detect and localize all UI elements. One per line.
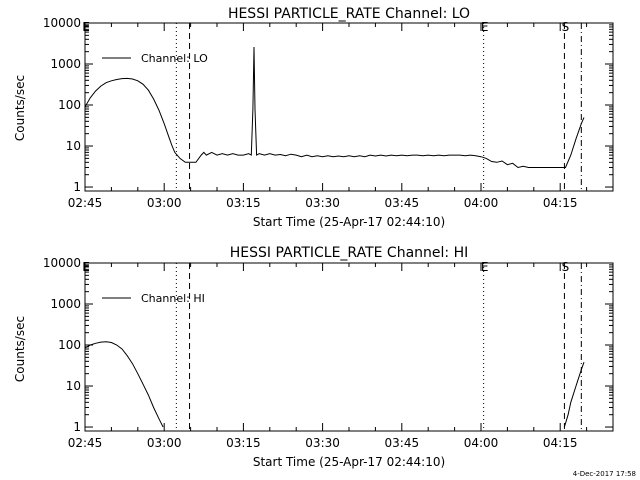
y-tick-label: 1000 (50, 297, 81, 311)
channel-hi-panel: HESSI PARTICLE_RATE Channel: HI Counts/s… (13, 245, 614, 469)
x-tick-label: 03:15 (226, 196, 261, 210)
event-marker-label: S (562, 20, 570, 34)
plot-frame (84, 262, 614, 432)
legend-label: Channel: HI (141, 292, 205, 305)
plot-area: 1 10 100 1000 10000 02:45 03:00 03:15 03:30 03:45… (43, 16, 614, 210)
series-line (563, 362, 585, 428)
x-axis-label: Start Time (25-Apr-17 02:44:10) (253, 215, 445, 229)
x-tick-label: 03:30 (305, 436, 340, 450)
y-tick-label: 1 (73, 420, 81, 434)
y-tick-label: 10000 (43, 16, 81, 30)
x-tick-label: 02:45 (68, 196, 103, 210)
legend-label: Channel: LO (141, 52, 208, 65)
x-tick-label: 04:15 (543, 436, 578, 450)
event-marker-label: S (562, 260, 570, 274)
event-marker-label: E (481, 260, 489, 274)
y-axis-label: Counts/sec (13, 316, 27, 382)
channel-lo-panel: HESSI PARTICLE_RATE Channel: LO Counts/s… (13, 6, 614, 229)
x-tick-label: 03:45 (385, 196, 420, 210)
x-tick-label: 03:00 (147, 436, 182, 450)
x-tick-label: 03:45 (385, 436, 420, 450)
x-tick-label: 02:45 (68, 436, 103, 450)
x-axis-label: Start Time (25-Apr-17 02:44:10) (253, 455, 445, 469)
series-line (84, 341, 164, 428)
x-tick-label: 03:15 (226, 436, 261, 450)
x-tick-label: 04:15 (543, 196, 578, 210)
footer-timestamp: 4-Dec-2017 17:58 (573, 470, 636, 478)
series-line (84, 46, 585, 169)
y-tick-label: 100 (58, 338, 81, 352)
plot-area: 1 10 100 1000 10000 02:45 03:00 03:15 03:30 03:45… (43, 256, 614, 450)
x-tick-label: 03:30 (305, 196, 340, 210)
y-tick-label: 1 (73, 180, 81, 194)
event-marker-label: E (82, 20, 90, 34)
y-tick-label: 10000 (43, 256, 81, 270)
event-marker-label: E (82, 260, 90, 274)
y-tick-label: 10 (66, 139, 81, 153)
y-tick-label: 10 (66, 379, 81, 393)
x-tick-label: 04:00 (464, 196, 499, 210)
chart-title: HESSI PARTICLE_RATE Channel: LO (228, 6, 470, 22)
y-axis-label: Counts/sec (13, 75, 27, 141)
y-tick-label: 1000 (50, 57, 81, 71)
x-tick-label: 04:00 (464, 436, 499, 450)
y-tick-label: 100 (58, 98, 81, 112)
x-tick-label: 03:00 (147, 196, 182, 210)
plot-frame (84, 22, 614, 192)
chart-title: HESSI PARTICLE_RATE Channel: HI (230, 245, 468, 261)
event-marker-label: E (481, 20, 489, 34)
